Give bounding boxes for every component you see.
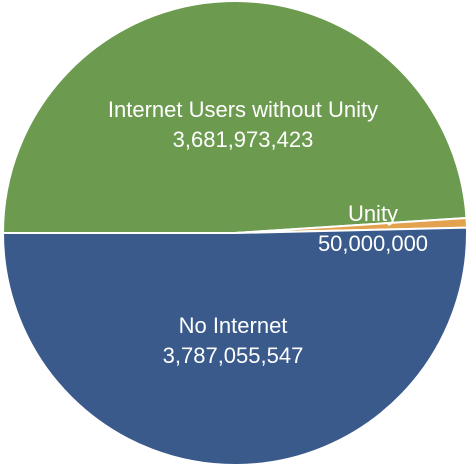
pie-slice-no-internet bbox=[2, 226, 468, 466]
slice-value-no-internet: 3,787,055,547 bbox=[163, 343, 304, 368]
slice-value-internet-users-without-unity: 3,681,973,423 bbox=[173, 127, 314, 152]
slice-label-internet-users-without-unity: Internet Users without Unity bbox=[108, 97, 378, 122]
pie-slice-internet-users-without-unity bbox=[2, 0, 468, 234]
slice-label-no-internet: No Internet bbox=[179, 313, 288, 338]
pie-labels: Internet Users without Unity 3,681,973,42… bbox=[108, 97, 428, 368]
slice-label-unity: Unity bbox=[348, 201, 398, 226]
slice-value-unity: 50,000,000 bbox=[318, 231, 428, 256]
